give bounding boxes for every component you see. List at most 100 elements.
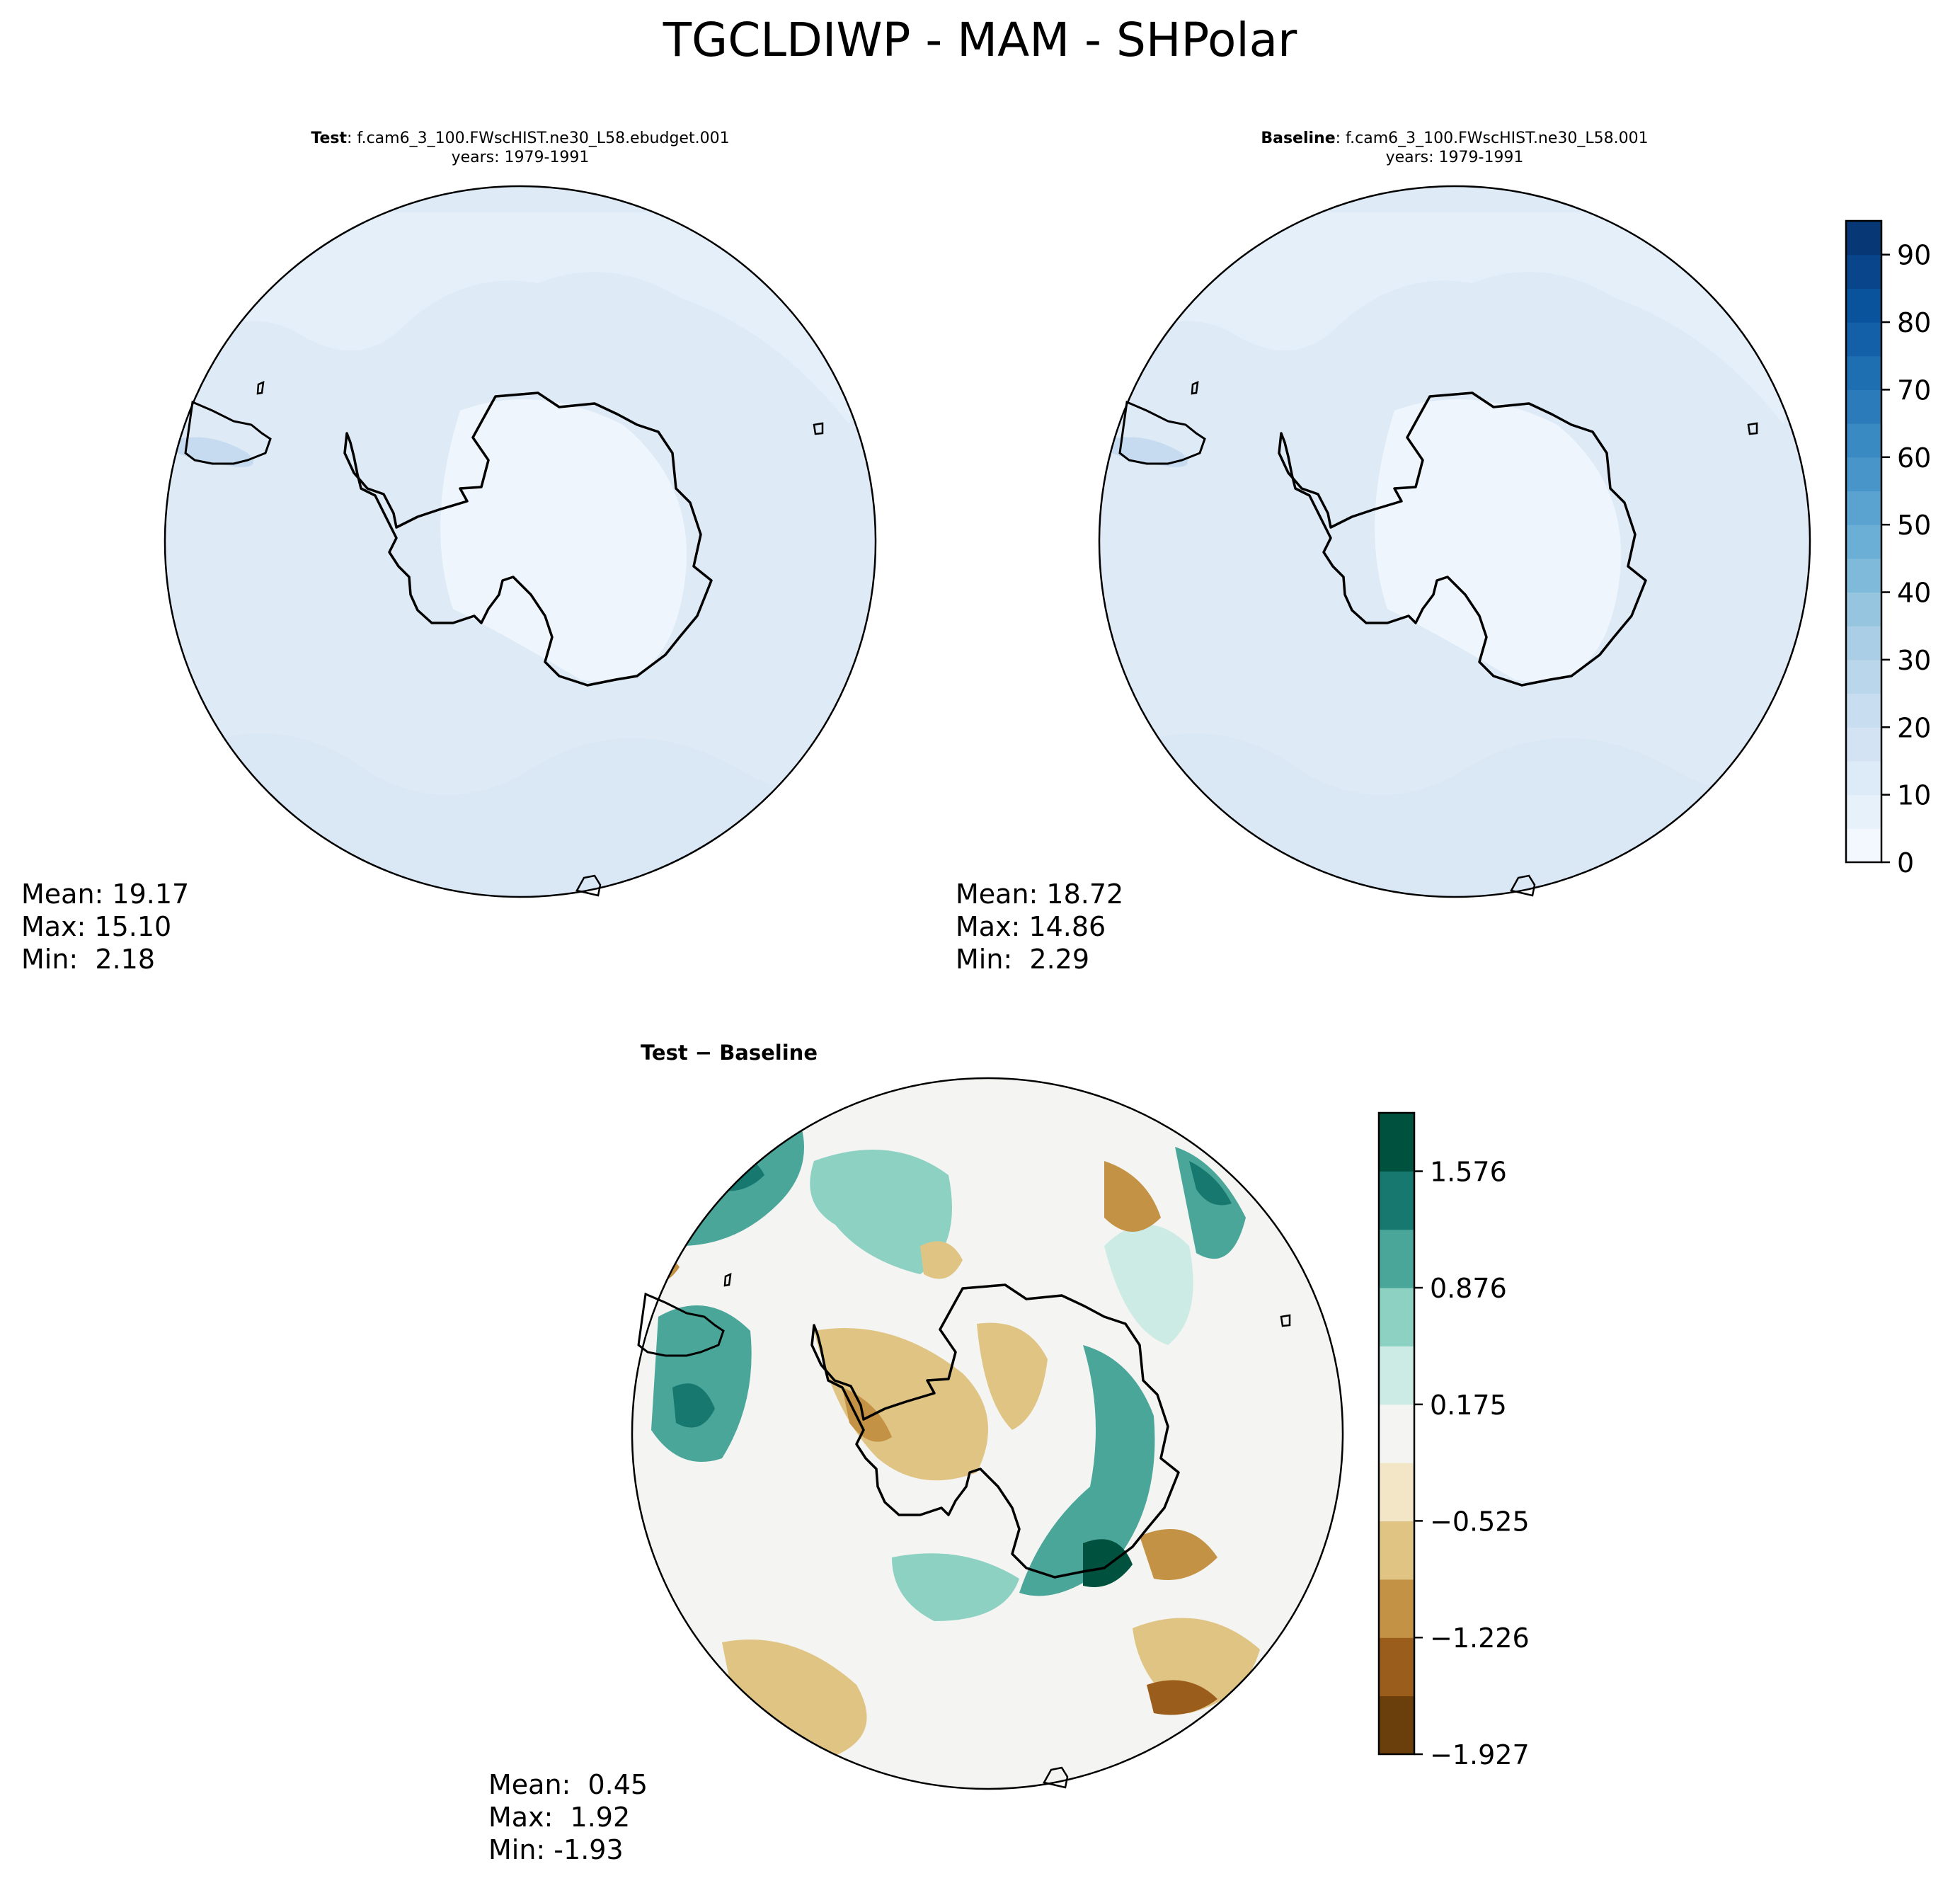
- test-title-bold: Test: [311, 130, 348, 147]
- baseline-min: Min: 2.29: [956, 944, 1089, 975]
- blues-colorbar-tick-label: 70: [1897, 374, 1931, 406]
- test-field-band: [170, 212, 876, 425]
- diff-field-patch: [722, 1640, 867, 1756]
- baseline-mean: Mean: 18.72: [956, 879, 1124, 910]
- baseline-field-patch: [1111, 437, 1188, 467]
- diff-field-patch: [1104, 1161, 1161, 1232]
- blues-colorbar-band: [1846, 693, 1881, 728]
- blues-colorbar-tick-label: 50: [1897, 510, 1931, 541]
- blues-colorbar-band: [1846, 760, 1881, 796]
- test-map: [164, 185, 877, 898]
- brbg-colorbar-band: [1379, 1288, 1414, 1346]
- baseline-field-band: [1104, 212, 1810, 425]
- test-max: Max: 15.10: [21, 911, 172, 942]
- diff-panel-title: Test − Baseline: [609, 1041, 849, 1065]
- test-south-america-coastline: [184, 400, 272, 465]
- diff-field-patch: [1189, 1161, 1232, 1206]
- diff-field-patch: [920, 1241, 963, 1279]
- diff-field-patch: [672, 1383, 715, 1428]
- diff-field-patch: [1140, 1529, 1217, 1580]
- baseline-map-boundary: [1098, 185, 1811, 898]
- test-subtitle: years: 1979-1991: [451, 149, 590, 166]
- test-mean: Mean: 19.17: [21, 879, 190, 910]
- diff-map: [631, 1077, 1344, 1790]
- brbg-colorbar-tick-label: 0.876: [1430, 1273, 1507, 1304]
- brbg-colorbar-band: [1379, 1113, 1414, 1172]
- test-antarctica-coastline: [343, 391, 713, 687]
- diff-field-patch: [1104, 1225, 1193, 1345]
- baseline-new-zealand-coastline: [1510, 874, 1536, 897]
- diff-field-patch: [1019, 1345, 1155, 1596]
- brbg-colorbar-tick-label: −1.226: [1430, 1623, 1530, 1654]
- blues-colorbar-band: [1846, 221, 1881, 256]
- blues-colorbar-frame: [1845, 219, 1883, 864]
- diff-island-coastline: [723, 1272, 732, 1287]
- blues-colorbar-tick-label: 90: [1897, 240, 1931, 271]
- diff-stats: Mean: 0.45 Max: 1.92 Min: -1.93: [488, 1768, 648, 1866]
- blues-colorbar-tick-label: 80: [1897, 307, 1931, 338]
- blues-colorbar-band: [1846, 457, 1881, 491]
- brbg-colorbar-band: [1379, 1463, 1414, 1522]
- blues-colorbar-tick-label: 10: [1897, 780, 1931, 811]
- test-panel-title: Test: f.cam6_3_100.FWscHIST.ne30_L58.ebu…: [202, 129, 839, 167]
- blues-colorbar-band: [1846, 794, 1881, 829]
- test-island-coastline: [256, 380, 265, 395]
- diff-field-patch: [810, 1150, 952, 1274]
- blues-colorbar-band: [1846, 491, 1881, 525]
- baseline-title-bold: Baseline: [1261, 130, 1336, 147]
- diff-field-patch: [1147, 1680, 1217, 1715]
- diff-max: Max: 1.92: [488, 1802, 631, 1833]
- brbg-colorbar-band: [1379, 1404, 1414, 1463]
- diff-map-boundary: [631, 1077, 1344, 1790]
- diff-field-patch: [1083, 1539, 1133, 1587]
- blues-colorbar-band: [1846, 626, 1881, 660]
- brbg-colorbar-tick-label: −0.525: [1430, 1506, 1530, 1537]
- diff-south-america-coastline: [637, 1292, 725, 1357]
- blues-colorbar-tick-label: 20: [1897, 712, 1931, 743]
- test-island-coastline: [813, 422, 824, 435]
- diff-field-patch: [842, 1388, 892, 1442]
- baseline-antarctic-field: [1375, 399, 1621, 682]
- blues-colorbar-band: [1846, 288, 1881, 323]
- blues-colorbar-band: [1846, 389, 1881, 424]
- blues-colorbar: 0 10 20 30 40 50 60 70 80 90: [1845, 219, 1931, 879]
- baseline-max: Max: 14.86: [956, 911, 1106, 942]
- diff-title-bold: Test − Baseline: [640, 1041, 818, 1065]
- blues-colorbar-tick-label: 30: [1897, 645, 1931, 676]
- blues-colorbar-band: [1846, 659, 1881, 694]
- baseline-subtitle: years: 1979-1991: [1385, 149, 1524, 166]
- blues-colorbar-band: [1846, 423, 1881, 458]
- brbg-colorbar-tick-label: −1.927: [1430, 1739, 1530, 1770]
- blues-colorbar-band: [1846, 727, 1881, 762]
- brbg-colorbar-tick-label: 1.576: [1430, 1157, 1507, 1188]
- baseline-south-america-coastline: [1118, 400, 1206, 465]
- blues-colorbar-band: [1846, 254, 1881, 289]
- diff-new-zealand-coastline: [1043, 1766, 1069, 1789]
- brbg-colorbar-band: [1379, 1521, 1414, 1580]
- diff-min: Min: -1.93: [488, 1834, 624, 1865]
- brbg-colorbar-frame: [1377, 1111, 1416, 1756]
- test-min: Min: 2.18: [21, 944, 155, 975]
- brbg-colorbar-band: [1379, 1579, 1414, 1638]
- brbg-colorbar-band: [1379, 1229, 1414, 1288]
- brbg-colorbar-band: [1379, 1346, 1414, 1405]
- test-map-boundary: [164, 185, 877, 898]
- figure-title: TGCLDIWP - MAM - SHPolar: [663, 13, 1297, 67]
- diff-field-patch: [736, 1727, 786, 1772]
- baseline-island-coastline: [1191, 380, 1199, 395]
- brbg-colorbar-band: [1379, 1637, 1414, 1697]
- diff-island-coastline: [1280, 1314, 1291, 1327]
- blues-colorbar-band: [1846, 355, 1881, 390]
- blues-colorbar-band: [1846, 592, 1881, 627]
- baseline-title-rest: : f.cam6_3_100.FWscHIST.ne30_L58.001: [1335, 130, 1649, 147]
- blues-colorbar-band: [1846, 525, 1881, 559]
- brbg-colorbar: −1.927 −1.226 −0.525 0.175 0.876 1.576: [1377, 1111, 1530, 1770]
- brbg-colorbar-tick-label: 0.175: [1430, 1390, 1507, 1421]
- blues-colorbar-band: [1846, 828, 1881, 863]
- baseline-island-coastline: [1747, 422, 1758, 435]
- test-field-patch: [177, 437, 253, 467]
- diff-field-patch: [977, 1322, 1048, 1430]
- diff-field-patch: [892, 1553, 1019, 1621]
- blues-colorbar-tick-label: 40: [1897, 578, 1931, 609]
